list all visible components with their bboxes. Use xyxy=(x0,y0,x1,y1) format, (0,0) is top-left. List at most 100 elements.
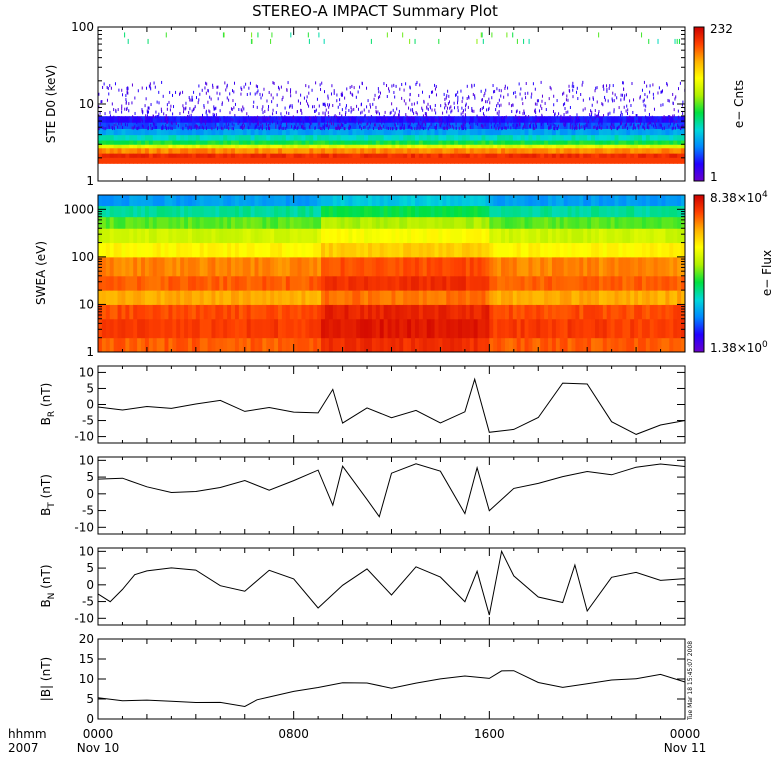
ste-count-cell xyxy=(465,140,471,145)
swea-flux-cell xyxy=(469,256,475,277)
ste-count-cell xyxy=(144,153,150,159)
ste-count-cell xyxy=(203,134,209,141)
ste-count-cell xyxy=(495,108,497,112)
swea-flux-cell xyxy=(113,216,119,229)
ste-count-cell xyxy=(238,128,244,136)
ste-count-cell xyxy=(489,101,491,105)
swea-flux-cell xyxy=(242,290,248,305)
ste-count-cell xyxy=(630,128,635,136)
ste-count-cell xyxy=(344,113,346,117)
ste-count-cell xyxy=(364,134,369,141)
ste-count-cell xyxy=(456,101,458,105)
swea-flux-cell xyxy=(293,205,299,218)
ste-count-cell xyxy=(101,144,107,149)
ste-count-cell xyxy=(398,109,400,113)
swea-flux-cell xyxy=(477,275,483,291)
ste-count-cell xyxy=(532,153,537,159)
swea-flux-cell xyxy=(399,318,404,339)
ste-count-cell xyxy=(515,110,517,114)
swea-flux-cell xyxy=(649,304,655,320)
swea-flux-cell xyxy=(544,290,549,305)
ste-count-cell xyxy=(227,153,232,159)
swea-flux-cell xyxy=(594,304,600,320)
swea-flux-cell xyxy=(551,256,557,277)
ste-count-cell xyxy=(371,134,377,141)
ste-count-cell xyxy=(646,95,648,99)
ste-count-cell xyxy=(454,153,459,159)
ste-count-cell xyxy=(620,98,622,102)
swea-flux-cell xyxy=(180,242,185,258)
ste-count-cell xyxy=(625,93,627,97)
swea-flux-cell xyxy=(199,275,205,291)
ste-count-cell xyxy=(246,134,252,141)
ste-count-cell xyxy=(133,122,138,130)
swea-flux-cell xyxy=(587,228,592,244)
ste-count-cell xyxy=(121,128,126,136)
swea-flux-cell xyxy=(418,242,424,258)
ste-count-cell xyxy=(272,108,274,112)
ste-count-cell xyxy=(523,125,525,129)
swea-flux-cell xyxy=(352,216,357,229)
swea-flux-cell xyxy=(501,275,506,291)
ste-count-cell xyxy=(457,95,459,99)
ste-count-cell xyxy=(427,102,429,106)
ste-count-cell xyxy=(408,106,410,110)
ste-count-cell xyxy=(606,125,608,129)
swea-flux-cell xyxy=(383,275,389,291)
swea-flux-cell xyxy=(219,304,224,320)
ste-count-cell xyxy=(485,153,490,159)
ste-count-cell xyxy=(669,144,674,149)
ste-count-cell xyxy=(378,127,380,131)
ste-count-cell xyxy=(219,140,224,145)
ste-count-cell xyxy=(152,157,158,164)
ste-count-cell xyxy=(681,124,683,128)
ste-count-cell xyxy=(411,102,413,106)
swea-flux-cell xyxy=(501,256,506,277)
ste-count-cell xyxy=(638,157,643,164)
swea-flux-cell xyxy=(649,195,655,207)
swea-flux-cell xyxy=(606,228,612,244)
ste-count-cell xyxy=(480,89,482,93)
ste-count-cell xyxy=(523,38,525,44)
ste-count-cell xyxy=(632,117,634,121)
ste-count-cell xyxy=(426,144,432,149)
ste-count-cell xyxy=(473,83,475,87)
swea-flux-cell xyxy=(109,228,115,244)
ste-count-cell xyxy=(403,157,408,164)
ste-count-cell xyxy=(348,128,353,136)
swea-flux-cell xyxy=(203,318,209,339)
swea-flux-cell xyxy=(594,205,600,218)
ste-count-cell xyxy=(378,112,380,116)
swea-flux-cell xyxy=(203,256,209,277)
ste-count-cell xyxy=(489,153,494,159)
ste-count-cell xyxy=(638,116,643,123)
ste-count-cell xyxy=(184,144,189,149)
ste-count-cell xyxy=(430,157,436,164)
ste-count-cell xyxy=(141,157,146,164)
swea-flux-cell xyxy=(234,216,240,229)
ste-count-cell xyxy=(490,121,492,125)
swea-flux-cell xyxy=(324,318,330,339)
ste-count-cell xyxy=(106,85,108,89)
swea-flux-cell xyxy=(669,216,674,229)
ste-count-cell xyxy=(489,116,494,123)
swea-flux-cell xyxy=(156,205,162,218)
ste-count-cell xyxy=(673,116,678,123)
swea-flux-cell xyxy=(172,337,177,352)
ste-count-cell xyxy=(227,128,232,136)
ste-count-cell xyxy=(203,140,209,145)
ste-count-cell xyxy=(255,124,257,128)
ste-count-cell xyxy=(323,127,325,131)
ste-count-cell xyxy=(623,87,625,91)
ste-count-cell xyxy=(574,122,576,126)
bt-ylabel: BT (nT) xyxy=(39,474,57,516)
ste-count-cell xyxy=(324,144,330,149)
ste-count-cell xyxy=(356,140,361,145)
ste-count-cell xyxy=(499,121,501,125)
ste-count-cell xyxy=(325,124,327,128)
swea-flux-cell xyxy=(665,195,670,207)
ste-count-cell xyxy=(614,128,620,136)
swea-flux-cell xyxy=(238,318,244,339)
ste-count-cell xyxy=(623,97,625,101)
